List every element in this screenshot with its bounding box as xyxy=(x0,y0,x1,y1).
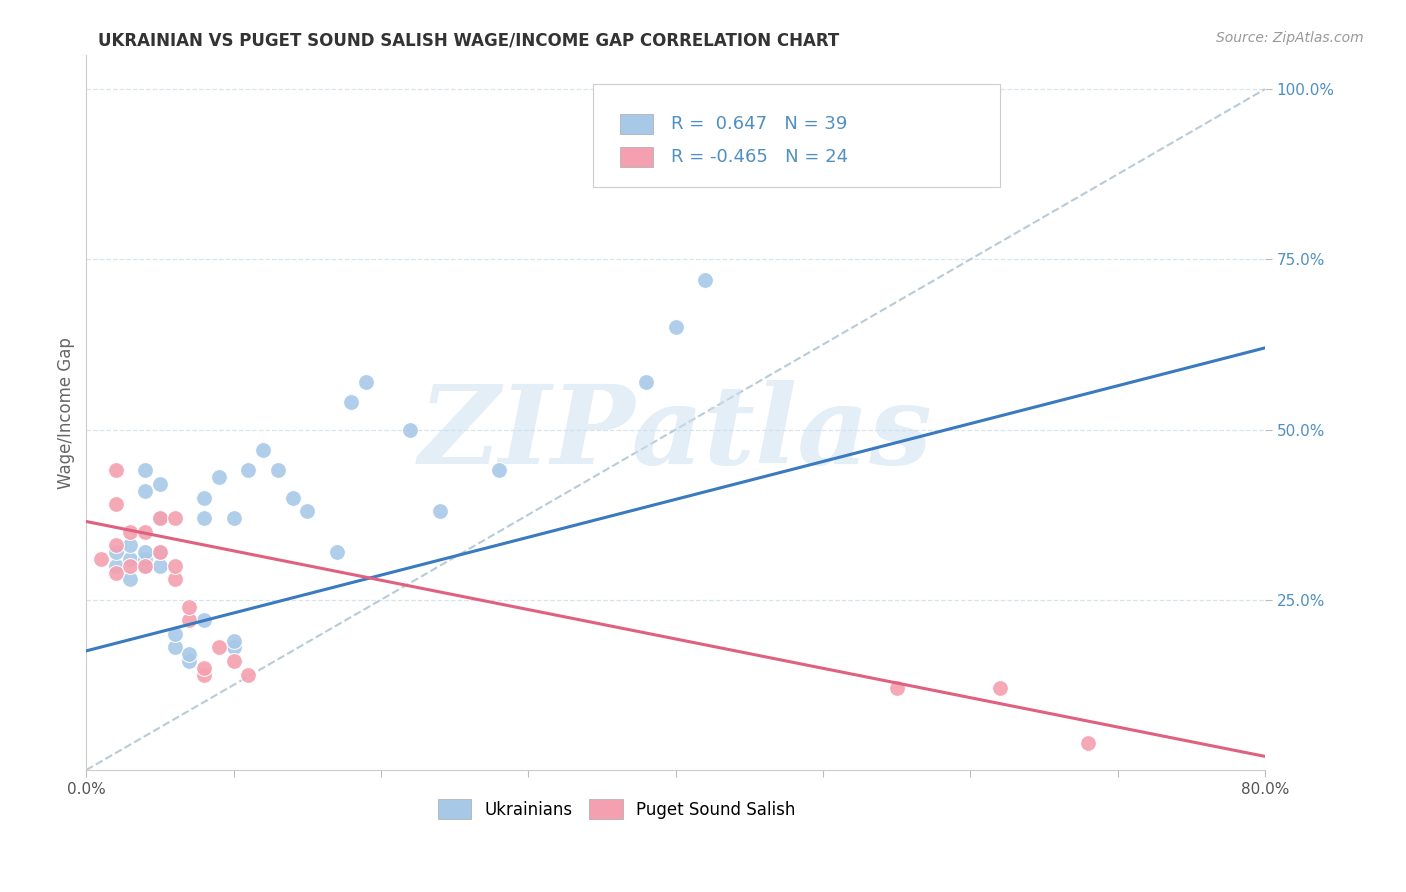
Point xyxy=(222,640,245,655)
Point xyxy=(208,640,231,655)
Point xyxy=(120,524,142,539)
Point xyxy=(104,566,127,580)
Point xyxy=(693,273,716,287)
Point xyxy=(193,491,215,505)
Point xyxy=(104,558,127,573)
Text: UKRAINIAN VS PUGET SOUND SALISH WAGE/INCOME GAP CORRELATION CHART: UKRAINIAN VS PUGET SOUND SALISH WAGE/INC… xyxy=(98,31,839,49)
Point xyxy=(149,558,172,573)
Point xyxy=(326,545,349,559)
Point xyxy=(281,491,304,505)
Point xyxy=(120,538,142,552)
Bar xyxy=(620,114,654,134)
Text: R = -0.465   N = 24: R = -0.465 N = 24 xyxy=(671,148,848,166)
Point xyxy=(149,477,172,491)
Point xyxy=(354,375,377,389)
Point xyxy=(488,463,510,477)
Point xyxy=(193,511,215,525)
Text: R =  0.647   N = 39: R = 0.647 N = 39 xyxy=(671,115,848,133)
Point xyxy=(988,681,1011,696)
Point xyxy=(297,504,319,518)
Point xyxy=(104,463,127,477)
Point xyxy=(193,613,215,627)
Point xyxy=(163,640,186,655)
Point xyxy=(252,442,274,457)
Text: ZIPatlas: ZIPatlas xyxy=(419,380,932,488)
Text: Source: ZipAtlas.com: Source: ZipAtlas.com xyxy=(1216,31,1364,45)
Point xyxy=(193,667,215,681)
Point xyxy=(208,470,231,484)
Point xyxy=(163,558,186,573)
Point xyxy=(340,395,363,409)
Point xyxy=(120,552,142,566)
Point xyxy=(134,545,156,559)
Point xyxy=(149,511,172,525)
Point xyxy=(104,538,127,552)
Point xyxy=(134,558,156,573)
Point xyxy=(134,558,156,573)
Point xyxy=(267,463,290,477)
Point xyxy=(163,573,186,587)
Point xyxy=(1077,736,1099,750)
Point xyxy=(429,504,451,518)
Point xyxy=(238,463,260,477)
Point xyxy=(134,524,156,539)
Point xyxy=(163,627,186,641)
Point xyxy=(222,633,245,648)
Bar xyxy=(620,147,654,167)
Point xyxy=(193,661,215,675)
Point xyxy=(149,511,172,525)
Point xyxy=(636,375,658,389)
Point xyxy=(120,573,142,587)
Point xyxy=(149,545,172,559)
Point xyxy=(90,552,112,566)
Point xyxy=(163,511,186,525)
Point xyxy=(179,654,201,668)
Point xyxy=(120,558,142,573)
Point xyxy=(104,545,127,559)
Point xyxy=(179,647,201,661)
Point xyxy=(886,681,908,696)
Y-axis label: Wage/Income Gap: Wage/Income Gap xyxy=(58,336,75,489)
Point xyxy=(179,613,201,627)
Point xyxy=(399,423,422,437)
Point xyxy=(222,654,245,668)
Point xyxy=(134,483,156,498)
FancyBboxPatch shape xyxy=(593,84,1000,187)
Point xyxy=(149,545,172,559)
Point xyxy=(104,498,127,512)
Point xyxy=(222,511,245,525)
Point xyxy=(134,552,156,566)
Point xyxy=(179,599,201,614)
Point xyxy=(238,667,260,681)
Legend: Ukrainians, Puget Sound Salish: Ukrainians, Puget Sound Salish xyxy=(432,792,801,826)
Point xyxy=(134,463,156,477)
Point xyxy=(665,320,688,334)
